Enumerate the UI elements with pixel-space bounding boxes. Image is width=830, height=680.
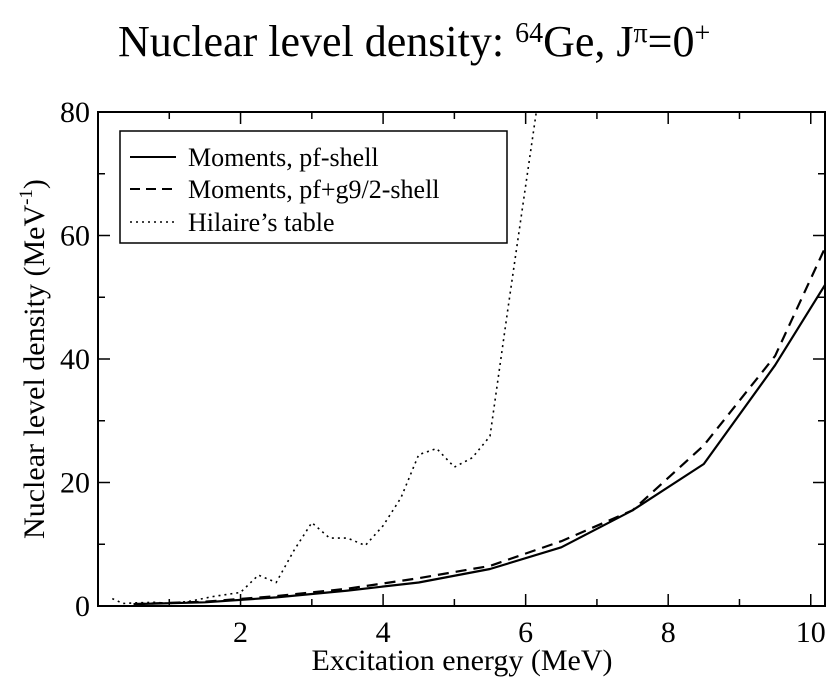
x-tick-label-1: 4 [376, 616, 391, 649]
title-parity-sign: + [694, 18, 711, 49]
chart-title: Nuclear level density: 64Ge, Jπ=0+ [0, 0, 830, 90]
axes-layer: 2 4 6 8 10 0 20 40 60 80 [60, 96, 826, 649]
x-tick-label-4: 10 [796, 616, 826, 649]
series-layer [111, 112, 825, 606]
title-mass-number: 64 [515, 18, 544, 49]
chart-title-text: Nuclear level density: 64Ge, Jπ=0+ [118, 16, 710, 67]
y-tick-label-0: 0 [75, 590, 90, 623]
title-separator: , J [594, 17, 634, 66]
title-parity-symbol: π [633, 18, 648, 49]
legend-label-pf-g92-shell: Moments, pf+g9/2-shell [188, 175, 440, 204]
y-axis-label: Nuclear level density (MeV-1) [16, 179, 51, 539]
y-tick-label-1: 20 [60, 467, 90, 500]
x-tick-label-2: 6 [518, 616, 533, 649]
x-tick-label-3: 8 [661, 616, 676, 649]
x-axis-label: Excitation energy (MeV) [311, 644, 612, 677]
title-element: Ge [543, 17, 595, 66]
y-axis-label-superscript: -1 [16, 189, 37, 205]
y-axis-label-main: Nuclear level density (MeV [18, 205, 51, 539]
legend: Moments, pf-shell Moments, pf+g9/2-shell… [119, 130, 508, 244]
x-tick-label-0: 2 [233, 616, 248, 649]
y-tick-label-3: 60 [60, 220, 90, 253]
series-line-0 [133, 284, 825, 606]
legend-label-pf-shell: Moments, pf-shell [188, 143, 379, 172]
y-tick-label-2: 40 [60, 343, 90, 376]
y-tick-label-4: 80 [60, 96, 90, 129]
title-prefix: Nuclear level density: [118, 17, 516, 66]
title-equals-value: =0 [647, 17, 695, 66]
series-line-1 [133, 247, 825, 606]
legend-box [119, 130, 508, 244]
legend-label-hilaire-table: Hilaire’s table [188, 208, 335, 237]
y-axis-label-closing: ) [18, 179, 51, 189]
series-line-2 [111, 112, 538, 605]
